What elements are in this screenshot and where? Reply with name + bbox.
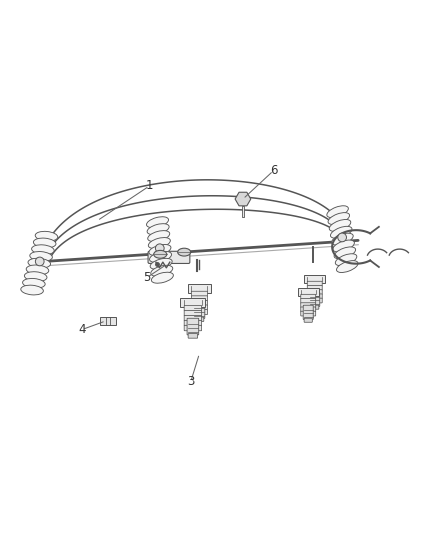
Ellipse shape <box>336 254 357 265</box>
Ellipse shape <box>23 278 45 288</box>
FancyBboxPatch shape <box>191 305 208 310</box>
Ellipse shape <box>328 213 350 224</box>
FancyBboxPatch shape <box>194 303 205 318</box>
Ellipse shape <box>21 285 43 295</box>
Circle shape <box>155 244 164 253</box>
FancyBboxPatch shape <box>184 320 201 326</box>
Text: 4: 4 <box>78 323 86 336</box>
FancyBboxPatch shape <box>195 317 204 321</box>
FancyBboxPatch shape <box>301 294 316 299</box>
Ellipse shape <box>152 272 173 283</box>
Ellipse shape <box>149 245 171 255</box>
Ellipse shape <box>28 259 50 268</box>
Ellipse shape <box>30 252 53 261</box>
Ellipse shape <box>33 238 56 248</box>
FancyBboxPatch shape <box>311 305 319 309</box>
FancyBboxPatch shape <box>100 317 116 325</box>
Ellipse shape <box>334 247 356 259</box>
FancyBboxPatch shape <box>303 305 313 319</box>
Ellipse shape <box>336 261 358 272</box>
Ellipse shape <box>150 259 172 269</box>
FancyBboxPatch shape <box>184 310 201 316</box>
Text: 3: 3 <box>187 375 194 389</box>
FancyBboxPatch shape <box>191 301 208 305</box>
Text: 1: 1 <box>145 180 153 192</box>
FancyBboxPatch shape <box>188 334 198 338</box>
FancyBboxPatch shape <box>304 318 312 322</box>
FancyBboxPatch shape <box>184 305 201 311</box>
Ellipse shape <box>154 251 167 258</box>
FancyBboxPatch shape <box>307 286 322 290</box>
FancyBboxPatch shape <box>307 298 322 303</box>
FancyBboxPatch shape <box>298 288 319 296</box>
FancyBboxPatch shape <box>301 307 316 312</box>
Ellipse shape <box>330 227 352 238</box>
Text: 5: 5 <box>144 271 151 284</box>
Circle shape <box>338 233 346 242</box>
Ellipse shape <box>178 248 191 256</box>
Ellipse shape <box>329 220 351 231</box>
Ellipse shape <box>35 231 58 241</box>
FancyBboxPatch shape <box>191 310 208 314</box>
Ellipse shape <box>327 206 348 217</box>
FancyBboxPatch shape <box>301 311 316 316</box>
FancyBboxPatch shape <box>304 275 325 283</box>
Ellipse shape <box>147 217 169 228</box>
FancyBboxPatch shape <box>307 294 322 298</box>
FancyBboxPatch shape <box>307 290 322 294</box>
FancyBboxPatch shape <box>188 285 211 293</box>
Ellipse shape <box>25 272 47 281</box>
FancyBboxPatch shape <box>187 318 199 335</box>
FancyBboxPatch shape <box>307 281 322 286</box>
Ellipse shape <box>151 265 173 276</box>
FancyBboxPatch shape <box>191 296 208 301</box>
FancyBboxPatch shape <box>184 325 201 331</box>
Ellipse shape <box>26 265 49 274</box>
Ellipse shape <box>149 252 172 262</box>
Ellipse shape <box>147 224 169 235</box>
Ellipse shape <box>32 245 54 255</box>
FancyBboxPatch shape <box>184 316 201 321</box>
FancyBboxPatch shape <box>180 298 205 307</box>
Ellipse shape <box>148 231 170 241</box>
Ellipse shape <box>333 240 354 252</box>
FancyBboxPatch shape <box>310 292 320 306</box>
Circle shape <box>35 257 44 266</box>
Text: 6: 6 <box>270 164 277 177</box>
Ellipse shape <box>332 233 353 245</box>
FancyBboxPatch shape <box>148 251 190 263</box>
FancyBboxPatch shape <box>301 303 316 308</box>
FancyBboxPatch shape <box>301 298 316 303</box>
FancyBboxPatch shape <box>191 291 208 296</box>
Ellipse shape <box>148 238 170 248</box>
